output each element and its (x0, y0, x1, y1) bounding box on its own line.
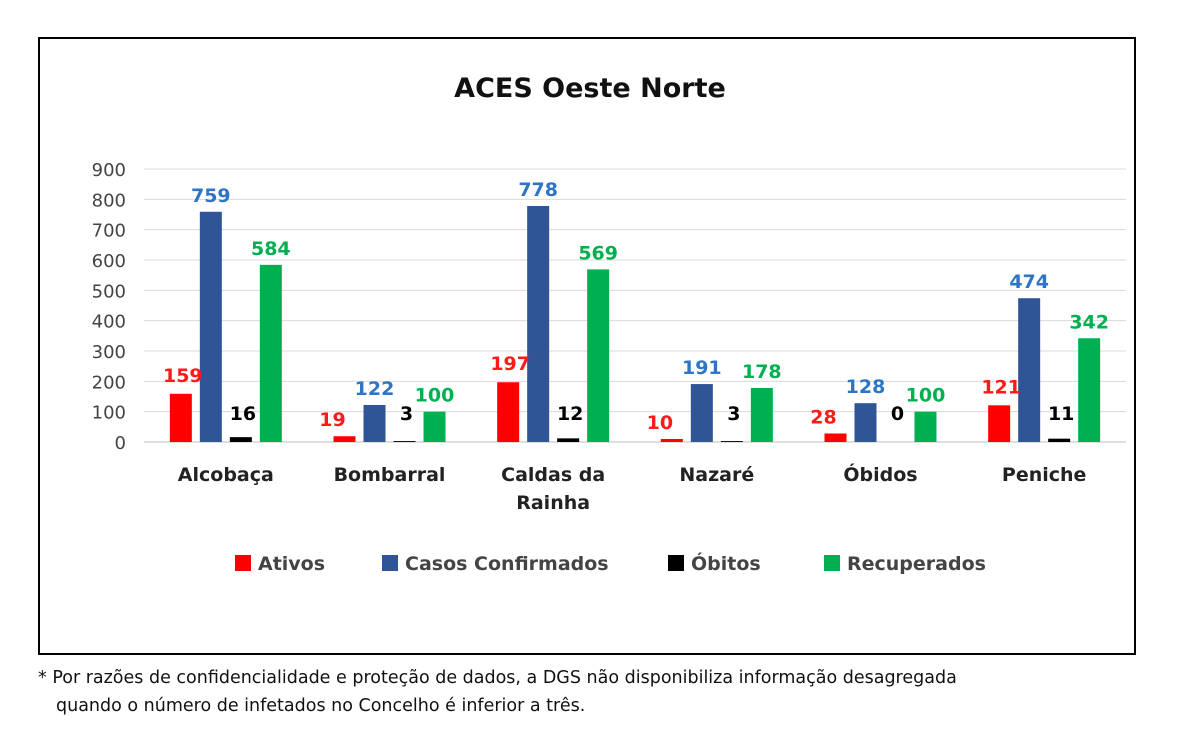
x-tick-label: Óbidos (843, 462, 917, 486)
y-axis-ticks: 0 100 200 300 400 500 600 700 800 900 (92, 160, 126, 454)
data-label: 128 (846, 376, 886, 398)
data-label: 0 (891, 403, 904, 425)
data-label: 342 (1069, 311, 1109, 333)
y-tick-label: 200 (92, 372, 126, 393)
data-labels: 1597591658419122310019777812569101913178… (163, 179, 1109, 434)
x-tick-label: Alcobaça (178, 464, 274, 486)
data-label: 28 (810, 407, 836, 429)
data-label: 569 (578, 242, 618, 264)
x-tick-label: Nazaré (679, 464, 754, 486)
data-label: 3 (400, 403, 413, 425)
bar-recuperados (259, 264, 282, 442)
bar-óbitos (557, 438, 580, 442)
data-label: 100 (906, 385, 946, 407)
bar-ativos (169, 393, 192, 442)
bar-óbitos (1048, 438, 1071, 442)
bar-ativos (497, 382, 520, 442)
legend-label: Casos Confirmados (405, 553, 609, 575)
data-label: 474 (1009, 271, 1049, 293)
data-label: 191 (682, 357, 722, 379)
bar-óbitos (720, 441, 743, 442)
bar-recuperados (587, 269, 610, 442)
data-label: 121 (981, 376, 1021, 398)
data-label: 12 (557, 403, 583, 425)
legend-swatch (382, 555, 398, 571)
chart-title: ACES Oeste Norte (454, 73, 726, 104)
bar-chart: ACES Oeste Norte 01002003004005006007008… (92, 73, 1126, 575)
legend-label: Óbitos (691, 551, 761, 575)
data-label: 3 (727, 403, 740, 425)
data-label: 19 (319, 409, 345, 431)
bar-casos-confirmados (690, 384, 713, 442)
bar-ativos (988, 405, 1011, 442)
bar-ativos (333, 436, 356, 442)
data-label: 10 (647, 412, 673, 434)
bar-casos-confirmados (363, 404, 386, 442)
y-tick-label: 400 (92, 312, 126, 333)
bar-óbitos (393, 441, 416, 442)
data-label: 100 (415, 385, 455, 407)
footnote-line-2: quando o número de infetados no Concelho… (56, 696, 586, 716)
y-tick-label: 100 (92, 403, 126, 424)
data-label: 16 (230, 403, 256, 425)
data-label: 584 (251, 238, 291, 260)
data-label: 197 (490, 353, 530, 375)
data-label: 178 (742, 361, 782, 383)
data-label: 122 (355, 378, 395, 400)
bar-casos-confirmados (1018, 298, 1041, 442)
footnote-line-1: * Por razões de confidencialidade e prot… (38, 668, 957, 688)
y-tick-label: 900 (92, 160, 126, 181)
bar-recuperados (1078, 338, 1101, 442)
y-tick-label: 800 (92, 190, 126, 211)
data-label: 759 (191, 185, 231, 207)
legend-swatch (235, 555, 251, 571)
y-tick-label: 500 (92, 281, 126, 302)
legend-swatch (668, 555, 684, 571)
x-tick-label: Peniche (1002, 464, 1087, 486)
x-tick-label: Bombarral (334, 464, 446, 486)
y-tick-label: 600 (92, 251, 126, 272)
data-label: 159 (163, 365, 203, 387)
bar-casos-confirmados (199, 211, 222, 442)
legend-label: Ativos (258, 553, 325, 575)
bar-ativos (824, 433, 847, 442)
bar-recuperados (914, 411, 937, 442)
legend-label: Recuperados (847, 553, 986, 575)
legend: Ativos Casos Confirmados Óbitos Recuperados (235, 551, 986, 575)
legend-swatch (824, 555, 840, 571)
y-tick-label: 0 (115, 433, 126, 454)
bar-óbitos (229, 437, 252, 442)
bars (169, 206, 1101, 442)
bar-recuperados (423, 411, 446, 442)
data-label: 11 (1048, 403, 1074, 425)
chart-frame: ACES Oeste Norte 0 100 200 300 400 500 600 700 8… (38, 37, 1136, 655)
bar-casos-confirmados (527, 206, 550, 442)
y-tick-label: 700 (92, 221, 126, 242)
x-tick-label: Rainha (516, 492, 590, 514)
bar-recuperados (750, 388, 773, 442)
bar-casos-confirmados (854, 403, 877, 442)
x-tick-label: Caldas da (501, 464, 605, 486)
bar-ativos (660, 438, 683, 442)
gridlines (144, 168, 1126, 443)
x-axis-ticks: Alcobaça Bombarral Caldas da Rainha Nazaré Ób… (178, 462, 1087, 514)
footnote: * Por razões de confidencialidade e prot… (38, 664, 1188, 720)
data-label: 778 (518, 179, 558, 201)
y-tick-label: 300 (92, 342, 126, 363)
